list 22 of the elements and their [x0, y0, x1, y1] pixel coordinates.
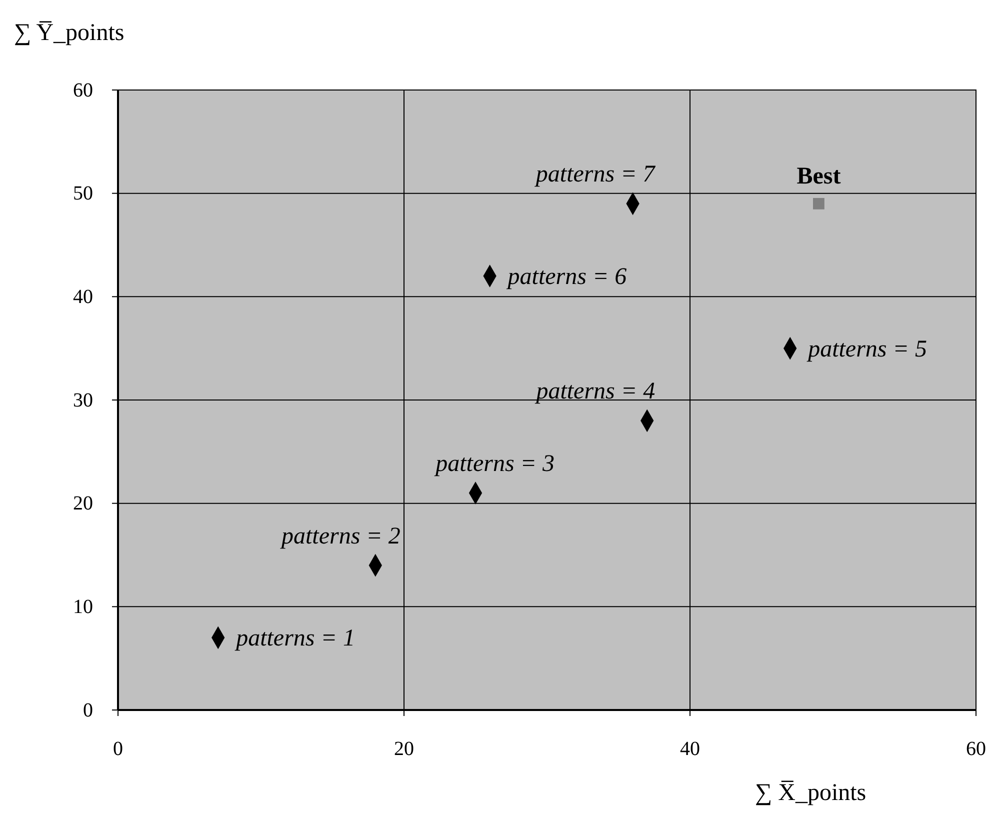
y-tick-label: 60 [73, 79, 93, 102]
y-tick-label: 20 [73, 492, 93, 515]
annotation: patterns = 3 [434, 451, 554, 477]
series-label: Best [796, 164, 841, 190]
annotation: patterns = 1 [234, 626, 355, 652]
x-axis-title: ∑ X̅_points [755, 780, 866, 806]
annotation: patterns = 5 [806, 336, 927, 362]
annotation: patterns = 4 [534, 378, 656, 405]
y-tick-label: 0 [83, 699, 93, 722]
y-tick-label: 50 [73, 182, 93, 205]
annotation: patterns = 7 [534, 162, 656, 188]
y-tick-label: 40 [73, 286, 93, 308]
y-tick-label: 10 [73, 596, 93, 618]
point [813, 198, 824, 210]
annotation: patterns = 2 [280, 523, 400, 550]
annotation: patterns = 6 [506, 264, 627, 290]
y-axis-title: ∑ Y̅_points [14, 20, 124, 46]
x-tick-label: 40 [680, 738, 700, 760]
x-tick-label: 20 [394, 738, 414, 760]
x-tick-label: 0 [113, 738, 123, 760]
x-tick-label: 60 [966, 738, 986, 760]
y-tick-label: 30 [73, 389, 93, 412]
